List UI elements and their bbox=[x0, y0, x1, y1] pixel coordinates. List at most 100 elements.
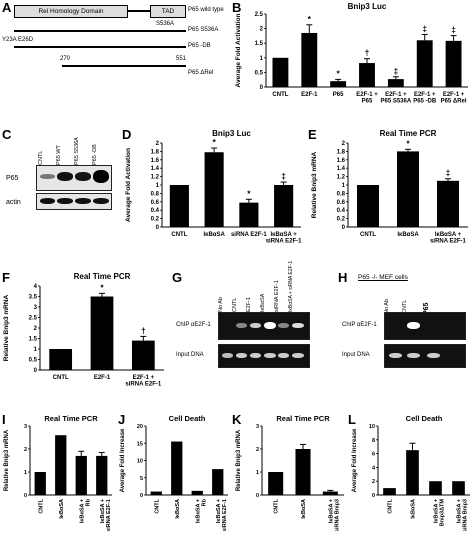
bar bbox=[330, 81, 347, 87]
category-label: CNTL bbox=[274, 498, 280, 513]
band bbox=[264, 322, 276, 329]
panel-letter-i: I bbox=[2, 412, 6, 427]
significance-marker: ‡ bbox=[422, 23, 427, 33]
bar bbox=[437, 180, 459, 227]
y-tick-label: 4 bbox=[372, 465, 376, 471]
lane-label-cntl: CNTL bbox=[38, 150, 44, 165]
drel-label: P65 ΔRel bbox=[188, 70, 214, 76]
row-label-input: Input DNA bbox=[176, 352, 204, 358]
significance-marker: † bbox=[141, 325, 146, 335]
s536a-label: P65 S536A bbox=[188, 27, 219, 33]
category-label: P65 bbox=[333, 92, 344, 98]
bar bbox=[212, 469, 224, 495]
band bbox=[40, 174, 55, 179]
panel-letter-a: A bbox=[2, 0, 12, 15]
significance-marker: ‡ bbox=[446, 168, 451, 178]
bar bbox=[191, 490, 203, 495]
category-label: IκBαSA bbox=[301, 499, 307, 519]
y-axis-label: Average Fold Activation bbox=[235, 14, 242, 88]
category-label-line: IκBαSA bbox=[175, 499, 181, 519]
lane-label-p65wt: P65 WT bbox=[56, 145, 62, 165]
band bbox=[222, 353, 233, 358]
chart-i: Real Time PCR Relative Bnip3 mRNA 0 1 2 3 CNTL… bbox=[0, 412, 116, 532]
panel-letter-c: C bbox=[2, 127, 12, 142]
chart-title: Cell Death bbox=[406, 414, 443, 423]
drel-line bbox=[62, 65, 186, 67]
category-label: CNTL bbox=[272, 92, 288, 98]
bar bbox=[274, 185, 294, 227]
significance-marker: * bbox=[247, 188, 251, 198]
panel-h-gel: P65 -/- MEF cells No Ab CNTL P65 ChIP αE… bbox=[338, 270, 474, 410]
band bbox=[93, 198, 109, 204]
category-label-line: IκBαSA + bbox=[100, 499, 106, 523]
row-label-chip: ChIP αE2F-1 bbox=[342, 322, 377, 328]
y-tick-label: 0.2 bbox=[337, 217, 346, 223]
category-label-line: IκBαSA bbox=[411, 499, 417, 519]
rel-start-label: 270 bbox=[60, 56, 71, 62]
category-label: E2F-1 bbox=[94, 375, 111, 381]
chart-title: Real Time PCR bbox=[44, 414, 98, 423]
significance-marker: * bbox=[212, 137, 216, 147]
category-label: IκBαSA bbox=[397, 232, 419, 238]
band bbox=[236, 323, 247, 328]
category-label-line: siRNA E2F-1 bbox=[106, 499, 112, 531]
y-axis-label: Relative Bnip3 mRNA bbox=[236, 429, 242, 491]
significance-marker: ‡ bbox=[393, 66, 398, 76]
y-tick-label: 1 bbox=[342, 183, 346, 189]
y-tick-label: 2.5 bbox=[29, 316, 38, 322]
y-tick-label: 2.5 bbox=[255, 12, 264, 18]
y-tick-label: 0 bbox=[256, 493, 259, 499]
bar bbox=[75, 455, 87, 495]
category-label: E2F-1 + P65 -DB bbox=[413, 92, 437, 105]
y-tick-label: 3 bbox=[256, 424, 259, 430]
y-tick-label: 10 bbox=[369, 424, 375, 430]
category-label-line: IκBαSA + bbox=[195, 499, 201, 523]
row-label-chip: ChIP αE2F-1 bbox=[176, 322, 211, 328]
band bbox=[250, 353, 261, 358]
panel-letter-j: J bbox=[118, 412, 126, 427]
chart-k: Real Time PCR Relative Bnip3 mRNA 0 1 2 3 CNTL… bbox=[232, 412, 348, 532]
category-label-line: Bnip3ΔTM bbox=[440, 499, 446, 527]
y-tick-label: 10 bbox=[137, 459, 143, 465]
lane-label-p65s536a: P65 S536A bbox=[74, 137, 80, 165]
y-tick-label: 0 bbox=[260, 85, 264, 91]
lane-label-sirna: siRNA E2F-1 bbox=[274, 280, 280, 312]
category-label: IκBαSA +siRNA E2F-1 bbox=[100, 499, 112, 531]
category-label-line: E2F-1 + bbox=[356, 92, 378, 98]
category-label-line: IκBαSA + bbox=[79, 499, 85, 523]
chart-title: Real Time PCR bbox=[276, 414, 330, 423]
chart-title: Bnip3 Luc bbox=[348, 2, 387, 11]
bar bbox=[49, 349, 73, 370]
bar bbox=[406, 450, 419, 495]
y-tick-label: 0 bbox=[24, 493, 27, 499]
chart-title: Cell Death bbox=[169, 414, 206, 423]
band bbox=[278, 353, 289, 358]
category-label-line: CNTL bbox=[388, 498, 394, 513]
bar bbox=[357, 185, 379, 227]
y-tick-label: 0.4 bbox=[337, 208, 346, 214]
rel-end-label: 551 bbox=[176, 56, 187, 62]
category-label-line: siRNA Bnip3 bbox=[334, 499, 340, 531]
y-tick-label: 1.4 bbox=[337, 166, 346, 172]
y-tick-label: 0 bbox=[140, 493, 143, 499]
category-label-line: E2F-1 + bbox=[414, 92, 436, 98]
y-tick-label: 0 bbox=[156, 225, 160, 231]
chart-title: Real Time PCR bbox=[380, 129, 437, 138]
category-label-line: E2F-1 + bbox=[133, 375, 155, 381]
y-axis-label: Average Fold Increase bbox=[352, 428, 358, 492]
mutation-label: Y23A E26D bbox=[2, 37, 34, 43]
y-tick-label: 3 bbox=[24, 424, 27, 430]
chart-e: Real Time PCR Relative Bnip3 mRNA 0 0.2 0.4 0… bbox=[308, 127, 474, 267]
category-label: E2F-1 + siRNA E2F-1 bbox=[125, 375, 161, 388]
wt-label: P65 wild type bbox=[188, 7, 224, 13]
y-axis-label: Relative Bnip3 mRNA bbox=[311, 151, 318, 218]
lane-label-noab: No Ab bbox=[218, 297, 224, 312]
category-label: IκBαSA bbox=[59, 499, 65, 519]
lane-label-cntl: CNTL bbox=[232, 297, 238, 312]
category-label: CNTL bbox=[171, 232, 187, 238]
bar bbox=[301, 32, 318, 87]
y-tick-label: 0.4 bbox=[151, 208, 160, 214]
category-label-line: E2F-1 + bbox=[385, 92, 407, 98]
category-label-line: Rb bbox=[85, 498, 91, 506]
h-title: P65 -/- MEF cells bbox=[358, 274, 408, 281]
